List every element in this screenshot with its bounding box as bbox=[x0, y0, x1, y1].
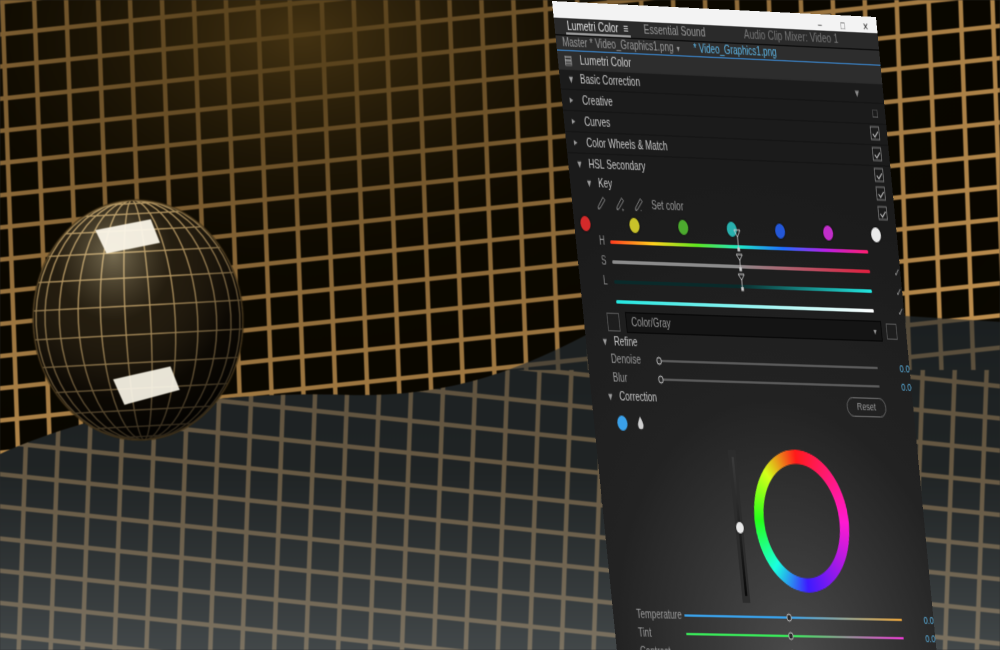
svg-text:-: - bbox=[640, 207, 642, 213]
svg-text:+: + bbox=[622, 206, 625, 212]
